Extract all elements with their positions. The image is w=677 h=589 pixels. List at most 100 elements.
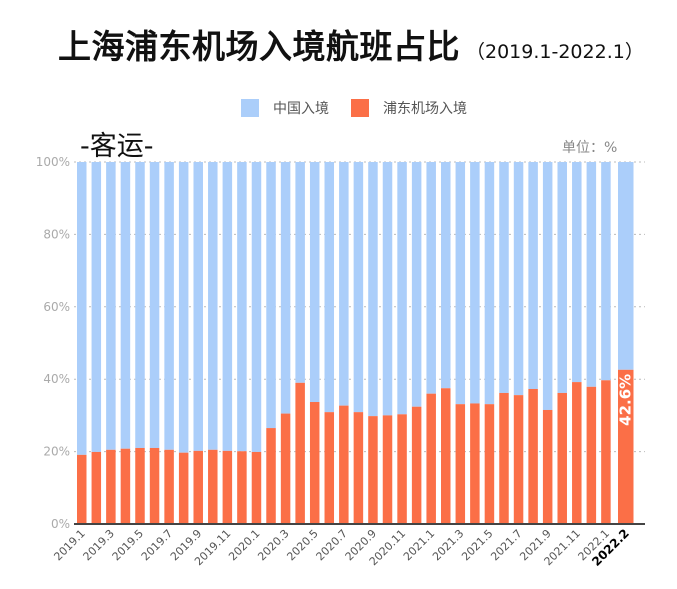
- bar-china-entry: [193, 162, 203, 451]
- bar-china-entry: [601, 162, 611, 381]
- unit-label: 单位：%: [562, 140, 618, 156]
- title-range: （2019.1-2022.1）: [466, 41, 644, 63]
- bar-china-entry: [135, 162, 145, 448]
- bar-pudong-entry: [397, 414, 407, 524]
- title-main: 上海浦东机场入境航班占比: [58, 27, 460, 66]
- bar-china-entry: [484, 162, 495, 405]
- bar-china-entry: [455, 162, 466, 405]
- bar-pudong-entry: [441, 388, 451, 524]
- bar-china-entry: [499, 162, 509, 393]
- bar-china-entry: [237, 162, 247, 452]
- bar-china-entry: [513, 162, 524, 396]
- x-tick-label: 2020.3: [255, 527, 291, 563]
- bar-pudong-entry: [324, 412, 335, 524]
- legend-swatch-pudong-entry: [351, 99, 369, 117]
- bar-pudong-entry: [586, 386, 597, 524]
- y-tick-label: 100%: [36, 155, 70, 169]
- y-tick-label: 60%: [43, 300, 70, 314]
- x-tick-label: 2021.5: [459, 527, 495, 563]
- x-tick-label: 2019.7: [139, 527, 175, 563]
- bar-pudong-entry: [601, 380, 611, 524]
- bar-pudong-entry: [222, 450, 233, 524]
- bar-pudong-entry: [178, 452, 189, 524]
- bar-pudong-entry: [368, 416, 378, 524]
- bar-china-entry: [178, 162, 189, 453]
- bar-china-entry: [618, 162, 634, 370]
- bar-pudong-entry: [572, 382, 582, 524]
- bar-china-entry: [441, 162, 451, 389]
- bar-china-entry: [295, 162, 305, 383]
- x-tick-label: 2021.7: [488, 527, 524, 563]
- bar-china-entry: [77, 162, 87, 455]
- bar-pudong-entry: [251, 451, 262, 524]
- bar-china-entry: [557, 162, 567, 393]
- bar-pudong-entry: [164, 449, 174, 524]
- bar-pudong-entry: [77, 454, 87, 524]
- chart-title: 上海浦东机场入境航班占比 （2019.1-2022.1）: [58, 20, 644, 68]
- bar-pudong-entry: [528, 388, 538, 524]
- bar-pudong-entry: [208, 449, 218, 524]
- bar-pudong-entry: [339, 405, 349, 524]
- bar-pudong-entry: [193, 450, 203, 524]
- bar-pudong-entry: [120, 448, 131, 524]
- bar-china-entry: [266, 162, 276, 429]
- y-tick-label: 40%: [43, 372, 70, 386]
- bar-china-entry: [470, 162, 480, 404]
- bar-china-entry: [324, 162, 335, 413]
- bar-china-entry: [120, 162, 131, 449]
- bar-china-entry: [411, 162, 422, 407]
- bar-china-entry: [339, 162, 349, 406]
- bar-china-entry: [309, 162, 320, 403]
- bar-pudong-entry: [91, 451, 102, 524]
- bar-china-entry: [586, 162, 597, 387]
- y-tick-label: 80%: [43, 227, 70, 241]
- bar-china-entry: [208, 162, 218, 450]
- bar-pudong-entry: [135, 447, 145, 524]
- x-tick-label: 2021.1: [401, 527, 437, 563]
- y-tick-label: 0%: [51, 517, 70, 531]
- bar-pudong-entry: [353, 412, 364, 524]
- bar-pudong-entry: [237, 451, 247, 524]
- legend-item-china-entry[interactable]: 中国入境: [241, 98, 329, 118]
- bar-china-entry: [542, 162, 553, 410]
- y-tick-label: 20%: [43, 445, 70, 459]
- bar-pudong-entry: [470, 403, 480, 524]
- bar-china-entry: [382, 162, 393, 416]
- x-tick-label: 2020.1: [226, 527, 262, 563]
- x-tick-label: 2021.3: [430, 527, 466, 563]
- bar-china-entry: [368, 162, 378, 417]
- bar-pudong-entry: [309, 402, 320, 524]
- bar-pudong-entry: [295, 382, 305, 524]
- x-tick-label: 2020.5: [284, 527, 320, 563]
- bar-china-entry: [280, 162, 291, 414]
- bar-china-entry: [222, 162, 233, 451]
- bar-pudong-entry: [513, 395, 524, 524]
- bar-pudong-entry: [455, 404, 466, 524]
- x-tick-label: 2019.5: [110, 527, 146, 563]
- bar-china-entry: [91, 162, 102, 452]
- bar-pudong-entry: [618, 369, 634, 524]
- data-label: 42.6%: [617, 374, 635, 426]
- bar-china-entry: [353, 162, 364, 413]
- bar-china-entry: [251, 162, 262, 452]
- bar-pudong-entry: [557, 392, 567, 524]
- bar-pudong-entry: [266, 428, 276, 524]
- bar-pudong-entry: [106, 449, 116, 524]
- legend: 中国入境 浦东机场入境: [241, 98, 489, 118]
- bar-pudong-entry: [382, 415, 393, 524]
- bar-china-entry: [426, 162, 436, 394]
- bar-pudong-entry: [542, 409, 553, 524]
- x-tick-label: 2019.3: [81, 527, 117, 563]
- legend-label-china-entry: 中国入境: [273, 101, 329, 117]
- bar-china-entry: [528, 162, 538, 389]
- legend-item-pudong-entry[interactable]: 浦东机场入境: [351, 98, 467, 118]
- bar-pudong-entry: [149, 447, 160, 524]
- bar-pudong-entry: [499, 392, 509, 524]
- bar-pudong-entry: [484, 404, 495, 524]
- chart-subtitle: -客运-: [80, 131, 154, 162]
- x-tick-label: 2019.1: [51, 527, 87, 563]
- bar-pudong-entry: [426, 393, 436, 524]
- bar-china-entry: [397, 162, 407, 415]
- bar-pudong-entry: [280, 413, 291, 524]
